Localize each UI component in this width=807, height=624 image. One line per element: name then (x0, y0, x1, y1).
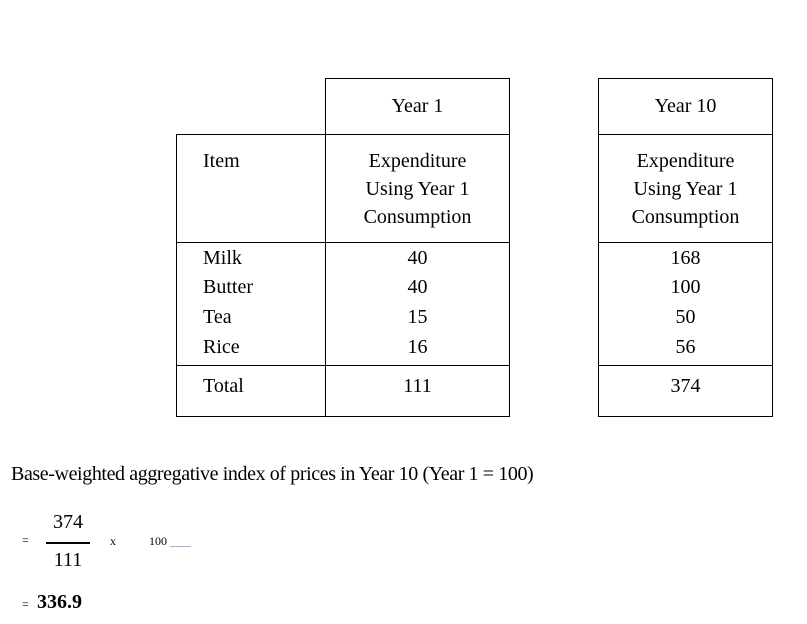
year10-milk: 168 (670, 247, 701, 269)
item-rice: Rice (203, 336, 240, 358)
item-butter: Butter (203, 276, 253, 298)
year10-table (598, 134, 773, 417)
formula-result: 336.9 (37, 591, 82, 613)
formula-times: x (110, 534, 116, 548)
year10-total: 374 (670, 375, 701, 397)
year1-table (176, 134, 510, 417)
formula-multiplier: 100 (149, 534, 167, 548)
formula-equals: = (22, 533, 29, 547)
expenditure-line-1: Expenditure (368, 150, 467, 172)
year10-rice: 56 (675, 336, 696, 358)
year10-header-divider (598, 242, 773, 243)
year10-expenditure-header: Expenditure Using Year 1 Consumption (598, 147, 773, 231)
expenditure-line-3: Consumption (631, 206, 740, 228)
year1-header: Year 1 (391, 95, 444, 117)
formula-denominator: 111 (53, 549, 83, 571)
year1-expenditure-header: Expenditure Using Year 1 Consumption (325, 147, 510, 231)
formula-numerator: 374 (53, 511, 83, 533)
expenditure-line-2: Using Year 1 (633, 178, 738, 200)
formula-heading: Base-weighted aggregative index of price… (11, 463, 534, 485)
expenditure-line-3: Consumption (363, 206, 472, 228)
year1-milk: 40 (407, 247, 428, 269)
header-divider (176, 242, 510, 243)
year10-tea: 50 (675, 306, 696, 328)
item-milk: Milk (203, 247, 242, 269)
item-header: Item (203, 150, 240, 172)
year1-butter: 40 (407, 276, 428, 298)
year10-header: Year 10 (654, 95, 717, 117)
column-divider (325, 134, 326, 417)
year1-rice: 16 (407, 336, 428, 358)
year1-total: 111 (403, 375, 432, 397)
year10-total-divider (598, 365, 773, 366)
result-equals: = (22, 597, 29, 611)
item-tea: Tea (203, 306, 232, 328)
total-divider (176, 365, 510, 366)
year1-tea: 15 (407, 306, 428, 328)
total-label: Total (203, 375, 244, 397)
expenditure-line-2: Using Year 1 (365, 178, 470, 200)
expenditure-line-1: Expenditure (636, 150, 735, 172)
multiplier-underline (170, 546, 191, 547)
year10-butter: 100 (670, 276, 701, 298)
fraction-bar (46, 542, 90, 544)
